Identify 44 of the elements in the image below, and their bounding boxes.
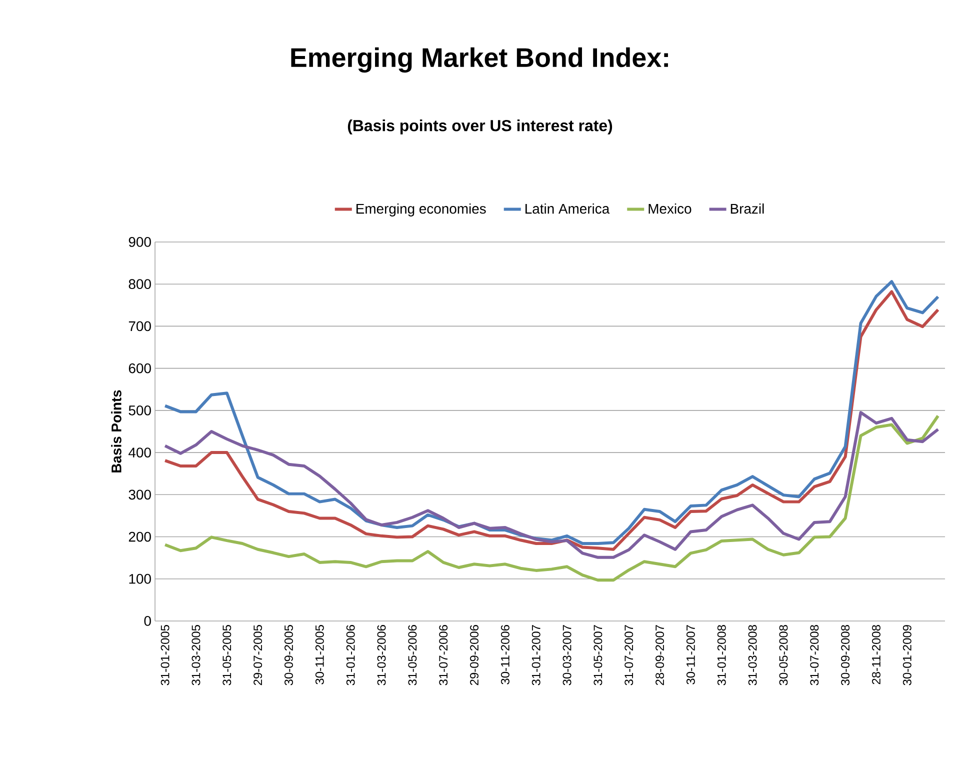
x-tick-label: 31-03-2005 xyxy=(192,625,200,686)
x-tick-label: 31-07-2008 xyxy=(810,625,819,686)
chart-subtitle: (Basis points over US interest rate) xyxy=(348,120,612,134)
x-tick-label: 31-03-2006 xyxy=(377,625,386,686)
y-tick-label: 800 xyxy=(128,279,151,290)
x-tick-label: 31-07-2006 xyxy=(439,625,448,686)
legend-label: Mexico xyxy=(648,203,692,214)
y-tick-label: 200 xyxy=(128,532,151,542)
x-tick-label: 31-07-2007 xyxy=(624,625,634,686)
y-tick-label: 600 xyxy=(128,363,151,374)
x-tick-label: 30-09-2008 xyxy=(841,625,850,686)
legend-label: Emerging economies xyxy=(356,203,486,216)
y-tick-label: 500 xyxy=(128,405,151,416)
x-tick-label: 29-07-2005 xyxy=(254,625,262,686)
y-tick-label: 400 xyxy=(128,448,151,458)
legend-label: Latin America xyxy=(526,203,610,214)
x-tick-label: 28-11-2008 xyxy=(872,625,880,684)
x-tick-label: 31-03-2008 xyxy=(748,625,757,686)
x-tick-label: 30-11-2007 xyxy=(686,625,695,684)
y-tick-label: 300 xyxy=(128,490,151,500)
x-tick-label: 31-05-2007 xyxy=(594,625,602,686)
x-tick-label: 28-09-2007 xyxy=(656,625,664,686)
x-tick-label: 29-09-2006 xyxy=(470,625,478,686)
x-tick-label: 31-01-2006 xyxy=(346,625,355,686)
x-tick-label: 30-01-2009 xyxy=(902,625,912,686)
x-tick-label: 31-05-2006 xyxy=(408,625,417,686)
y-tick-label: 0 xyxy=(144,616,151,626)
y-tick-label: 100 xyxy=(129,574,151,584)
line-series xyxy=(164,411,940,559)
x-tick-label: 31-01-2005 xyxy=(160,625,170,686)
chart-title: Emerging Market Bond Index: xyxy=(291,47,668,73)
y-tick-label: 700 xyxy=(128,321,151,332)
x-tick-label: 31-01-2007 xyxy=(532,625,540,686)
x-tick-label: 30-11-2005 xyxy=(315,625,324,684)
legend-label: Brazil xyxy=(730,203,764,214)
y-axis-title: Basis Points xyxy=(111,390,122,472)
line-series xyxy=(164,414,940,582)
x-tick-label: 30-09-2005 xyxy=(284,625,293,686)
x-tick-label: 31-05-2005 xyxy=(222,625,232,686)
x-tick-label: 30-05-2008 xyxy=(779,625,788,686)
x-tick-label: 31-01-2008 xyxy=(717,625,726,686)
x-tick-label: 30-11-2006 xyxy=(500,625,510,684)
x-tick-label: 30-03-2007 xyxy=(562,625,572,686)
y-tick-label: 900 xyxy=(128,237,151,247)
